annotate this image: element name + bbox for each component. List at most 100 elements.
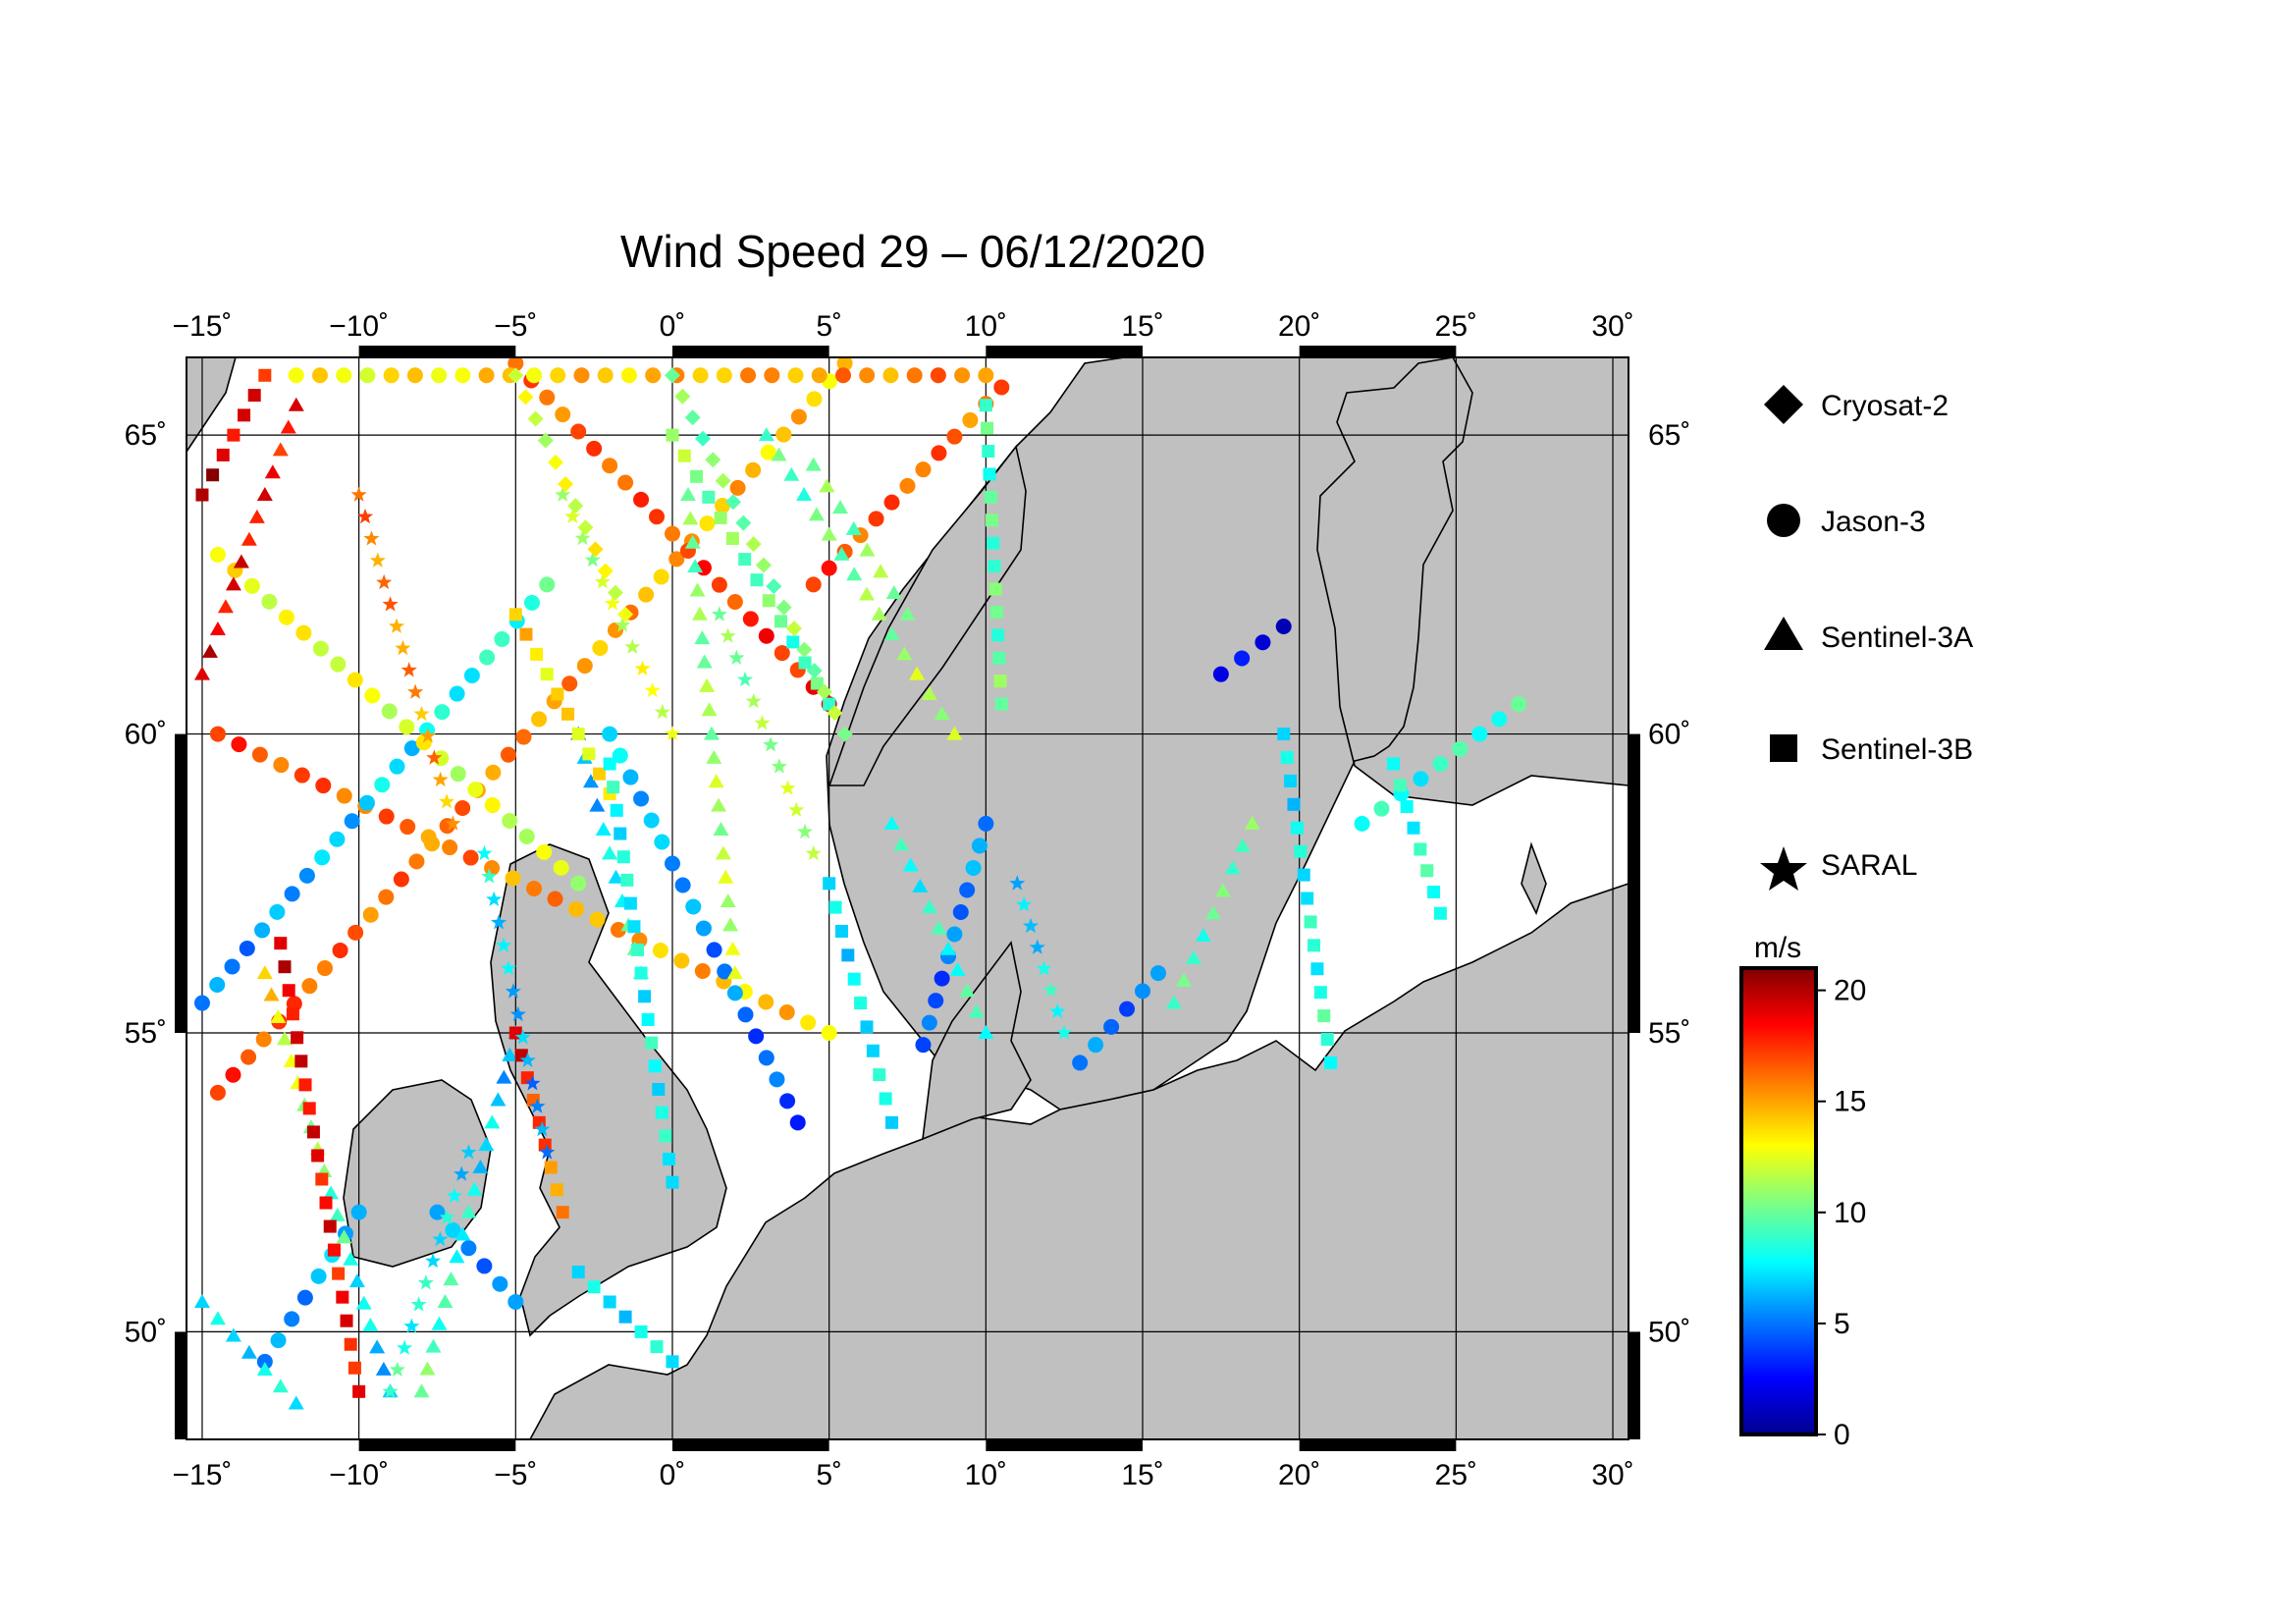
colorbar-unit: m/s xyxy=(1754,932,1801,964)
sentinel-3b-point xyxy=(1433,906,1447,920)
saral-point xyxy=(486,891,503,906)
cryosat-2-point xyxy=(775,599,792,616)
jason-3-point xyxy=(526,367,543,384)
saral-point xyxy=(356,508,374,524)
jason-3-point xyxy=(760,444,776,460)
jason-3-point xyxy=(779,1093,796,1109)
sentinel-3a-point xyxy=(883,626,900,641)
sentinel-3b-point xyxy=(332,1267,346,1280)
saral-point xyxy=(745,692,762,709)
sentinel-3a-point xyxy=(272,1379,289,1393)
sentinel-3a-point xyxy=(912,878,929,893)
sentinel-3a-point xyxy=(589,797,606,812)
sentinel-3b-point xyxy=(1290,821,1304,835)
jason-3-point xyxy=(602,726,618,742)
sentinel-3a-point xyxy=(819,478,835,493)
saral-point xyxy=(426,749,443,765)
sentinel-3a-point xyxy=(706,749,722,764)
saral-point xyxy=(728,649,745,665)
jason-3-point xyxy=(789,1114,806,1131)
jason-3-point xyxy=(284,886,300,902)
saral-point xyxy=(417,1274,434,1290)
sentinel-3b-point xyxy=(1320,1033,1334,1047)
jason-3-point xyxy=(539,576,556,593)
jason-3-point xyxy=(347,672,363,688)
jason-3-point xyxy=(692,367,709,384)
jason-3-point xyxy=(484,860,501,877)
sentinel-3a-point xyxy=(949,962,966,977)
jason-3-point xyxy=(358,794,375,811)
sentinel-3b-point xyxy=(607,781,620,794)
lon-tick-label-top: −10˚ xyxy=(329,310,389,343)
sentinel-3a-point xyxy=(694,630,711,645)
sentinel-3a-point xyxy=(1195,928,1211,943)
sentinel-3b-point xyxy=(614,827,627,840)
sentinel-3b-point xyxy=(885,1115,899,1129)
jason-3-point xyxy=(553,859,569,876)
jason-3-point xyxy=(610,922,626,939)
sentinel-3b-point xyxy=(538,1138,552,1152)
jason-3-point xyxy=(978,367,994,384)
jason-3-point xyxy=(699,515,716,532)
jason-3-point xyxy=(359,367,376,384)
sentinel-3b-point xyxy=(603,1295,616,1309)
sentinel-3b-point xyxy=(616,850,630,864)
lon-tick-label-bottom: 0˚ xyxy=(660,1459,686,1491)
saral-point xyxy=(796,823,814,839)
saral-point xyxy=(644,681,661,698)
jason-3-point xyxy=(1432,756,1449,773)
continental-europe xyxy=(529,883,1629,1439)
cryosat-2-point xyxy=(766,578,782,595)
lon-tick-label-bottom: 5˚ xyxy=(816,1459,842,1491)
jason-3-point xyxy=(1413,771,1429,787)
jason-3-point xyxy=(1072,1055,1089,1071)
jason-3-point xyxy=(301,978,318,995)
sentinel-3a-point xyxy=(263,987,280,1001)
jason-3-point xyxy=(406,367,423,384)
sentinel-3b-point xyxy=(866,1044,880,1057)
cryosat-2-point xyxy=(827,705,843,722)
sentinel-3a-point xyxy=(1234,838,1251,852)
sentinel-3b-point xyxy=(631,943,645,956)
colorbar-tick-label: 5 xyxy=(1834,1308,1850,1340)
jason-3-point xyxy=(811,367,828,384)
sentinel-3a-point xyxy=(845,520,862,535)
sentinel-3b-point xyxy=(1313,986,1327,1000)
sentinel-3b-point xyxy=(610,803,623,817)
sentinel-3b-point xyxy=(655,1106,668,1119)
sentinel-3b-point xyxy=(291,1031,304,1045)
jason-3-point xyxy=(649,509,666,525)
colorbar-ticks: 0 5 10 15 20 xyxy=(1816,975,1866,1451)
norway-west xyxy=(828,445,1027,786)
sentinel-3a-point xyxy=(902,857,919,872)
jason-3-point xyxy=(589,911,606,928)
lon-tick-label-bottom: 25˚ xyxy=(1435,1459,1477,1491)
saral-point xyxy=(363,530,380,546)
sentinel-3a-point xyxy=(608,869,624,884)
jason-3-point xyxy=(1255,634,1271,651)
sentinel-3b-point xyxy=(551,687,564,701)
saral-point xyxy=(505,983,521,999)
sentinel-3b-point xyxy=(634,966,648,980)
jason-3-point xyxy=(518,828,535,844)
jason-3-point xyxy=(787,367,804,384)
sentinel-3b-point xyxy=(286,1007,299,1021)
jason-3-point xyxy=(620,367,637,384)
lon-tick-label-bottom: −10˚ xyxy=(329,1459,389,1491)
cryosat-2-point xyxy=(745,536,762,553)
sentinel-3a-point xyxy=(323,1185,340,1200)
jason-3-point xyxy=(561,676,578,692)
sentinel-3b-point xyxy=(550,1183,563,1197)
jason-3-point xyxy=(931,445,947,461)
sentinel-3b-point xyxy=(823,697,836,711)
sentinel-3b-point xyxy=(750,573,764,587)
sentinel-3a-point xyxy=(1204,905,1221,920)
jason-3-point xyxy=(742,611,759,627)
saral-point xyxy=(654,703,670,720)
saral-point xyxy=(736,671,754,687)
sentinel-3a-point xyxy=(893,837,910,851)
jason-3-point xyxy=(539,389,556,406)
sentinel-3b-point xyxy=(650,1340,664,1354)
saral-point xyxy=(555,486,571,502)
sentinel-3a-point xyxy=(431,1316,448,1330)
